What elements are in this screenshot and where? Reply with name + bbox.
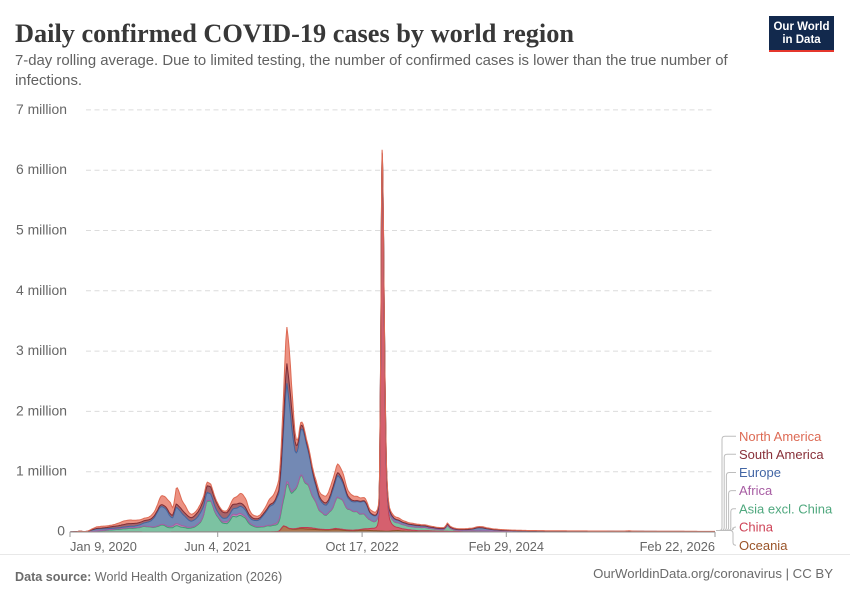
- svg-text:Europe: Europe: [739, 465, 781, 480]
- svg-text:1 million: 1 million: [16, 463, 67, 479]
- svg-text:2 million: 2 million: [16, 402, 67, 418]
- svg-text:Jun 4, 2021: Jun 4, 2021: [184, 539, 251, 554]
- svg-text:6 million: 6 million: [16, 161, 67, 177]
- svg-text:Oct 17, 2022: Oct 17, 2022: [325, 539, 398, 554]
- svg-text:North America: North America: [739, 429, 822, 444]
- svg-text:7 million: 7 million: [16, 101, 67, 117]
- svg-text:0: 0: [57, 523, 65, 539]
- svg-text:3 million: 3 million: [16, 342, 67, 358]
- svg-text:Africa: Africa: [739, 483, 773, 498]
- svg-text:4 million: 4 million: [16, 282, 67, 298]
- svg-text:Feb 22, 2026: Feb 22, 2026: [640, 539, 715, 554]
- svg-text:China: China: [739, 520, 774, 535]
- svg-text:Jan 9, 2020: Jan 9, 2020: [70, 539, 137, 554]
- svg-text:Feb 29, 2024: Feb 29, 2024: [469, 539, 544, 554]
- svg-text:5 million: 5 million: [16, 222, 67, 238]
- svg-text:South America: South America: [739, 447, 824, 462]
- svg-text:Asia excl. China: Asia excl. China: [739, 501, 833, 516]
- svg-text:Oceania: Oceania: [739, 538, 788, 553]
